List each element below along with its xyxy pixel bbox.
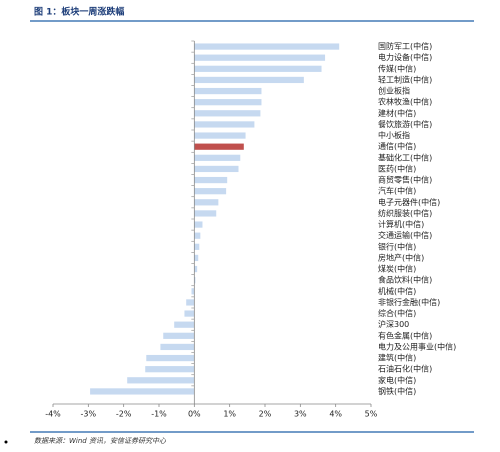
bar [194, 87, 262, 95]
category-label: 国防军工(中信) [378, 41, 432, 51]
x-tick-label: 2% [259, 410, 272, 419]
category-label: 电子元器件(中信) [378, 197, 440, 207]
bar [146, 354, 195, 362]
bar [194, 43, 340, 50]
bar [194, 165, 239, 173]
bar [174, 321, 195, 328]
category-label: 创业板指 [378, 86, 410, 96]
bar [194, 254, 199, 262]
bar [145, 366, 195, 373]
category-label: 非银行金融(中信) [378, 297, 440, 307]
bar [194, 65, 322, 72]
bar [194, 110, 261, 117]
category-label: 餐饮旅游(中信) [378, 119, 432, 129]
category-label: 房地产(中信) [378, 252, 424, 262]
bar [194, 54, 326, 61]
category-label: 中小板指 [378, 130, 410, 140]
bar [184, 310, 195, 317]
category-label: 农林牧渔(中信) [378, 97, 432, 107]
category-label: 计算机(中信) [378, 219, 424, 229]
source-note: 数据来源：Wind 资讯，安信证券研究中心 [34, 437, 167, 445]
bar [194, 143, 244, 150]
bar [194, 265, 198, 273]
bar [194, 176, 228, 184]
bar [194, 243, 200, 250]
x-tick-label: -2% [116, 410, 132, 419]
bar [191, 288, 195, 295]
category-label: 建材(中信) [378, 108, 416, 118]
category-label: 综合(中信) [378, 308, 416, 318]
bar [194, 121, 255, 128]
bar [194, 199, 219, 206]
category-label: 传媒(中信) [378, 63, 416, 73]
bullet [4, 440, 8, 444]
category-label: 商贸零售(中信) [378, 175, 432, 185]
category-label: 电力设备(中信) [378, 52, 432, 62]
chart-title: 图 1：板块一周涨跌幅 [34, 6, 124, 18]
x-tick-label: 1% [223, 410, 236, 419]
bar [194, 221, 203, 228]
bar [194, 99, 262, 106]
x-tick-label: 4% [329, 410, 342, 419]
bar [194, 277, 196, 284]
category-label: 汽车(中信) [378, 186, 416, 196]
bar [194, 132, 246, 139]
x-tick-label: 5% [365, 410, 378, 419]
category-label: 电力及公用事业(中信) [378, 341, 456, 351]
category-label: 建筑(中信) [378, 353, 416, 363]
x-tick-label: -3% [81, 410, 97, 419]
bar [90, 388, 195, 395]
x-tick-label: 0% [188, 410, 201, 419]
category-label: 家电(中信) [378, 375, 416, 385]
category-label: 机械(中信) [378, 286, 416, 296]
x-tick-label: -1% [151, 410, 167, 419]
bar [160, 343, 195, 351]
category-label: 煤炭(中信) [378, 264, 416, 274]
category-label: 沪深300 [378, 319, 409, 329]
bar [194, 210, 217, 217]
category-label: 纺织服装(中信) [378, 208, 432, 218]
x-tick-label: -4% [45, 410, 61, 419]
bar [194, 232, 201, 239]
bar [163, 332, 195, 339]
bar [194, 76, 304, 84]
category-label: 轻工制造(中信) [378, 74, 432, 84]
category-label: 石油石化(中信) [378, 364, 432, 374]
category-label: 钢铁(中信) [378, 386, 416, 396]
category-label: 医药(中信) [378, 163, 416, 173]
x-tick-label: 3% [294, 410, 307, 419]
category-label: 交通运输(中信) [378, 230, 432, 240]
category-label: 基础化工(中信) [378, 152, 432, 162]
category-label: 通信(中信) [378, 141, 416, 151]
bar [194, 154, 241, 161]
bar [186, 299, 195, 306]
bar [194, 188, 227, 195]
category-label: 有色金属(中信) [378, 330, 432, 340]
category-label: 食品饮料(中信) [378, 275, 432, 285]
category-label: 银行(中信) [378, 241, 416, 251]
bar [127, 377, 195, 384]
